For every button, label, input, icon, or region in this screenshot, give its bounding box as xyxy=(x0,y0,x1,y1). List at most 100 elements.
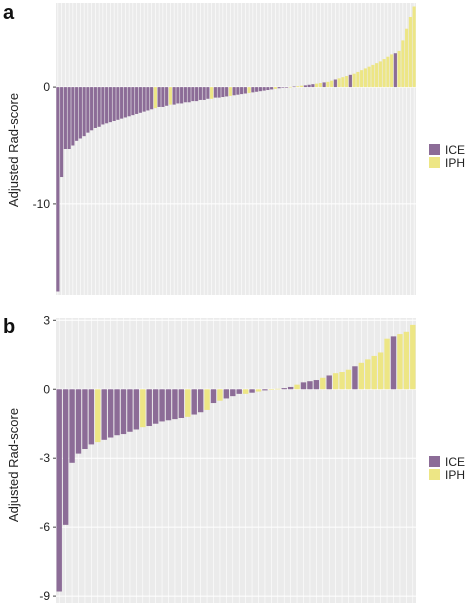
bar-iph xyxy=(371,64,375,88)
y-tick-label: -3 xyxy=(39,451,50,465)
bar-ice xyxy=(123,87,127,118)
bar-ice xyxy=(161,87,165,107)
bar-ice xyxy=(311,84,315,88)
bar-iph xyxy=(378,61,382,88)
bar-ice xyxy=(225,87,229,97)
bar-ice xyxy=(249,389,255,393)
bar-iph xyxy=(288,86,292,88)
bar-ice xyxy=(127,87,131,117)
bar-ice xyxy=(258,87,262,92)
bar-iph xyxy=(345,369,352,390)
bar-iph xyxy=(330,80,334,88)
bar-iph xyxy=(217,389,223,401)
bar-iph xyxy=(326,81,330,88)
y-ticks-b: 3 0 -3 -6 -9 xyxy=(39,313,56,603)
bar-ice xyxy=(236,87,240,95)
bar-iph xyxy=(318,83,322,88)
bar-iph xyxy=(397,50,401,88)
bar-iph xyxy=(341,77,345,88)
bar-iph xyxy=(273,87,277,89)
bar-ice xyxy=(97,87,101,127)
bar-iph xyxy=(153,87,157,109)
grid-a xyxy=(56,3,416,295)
bar-ice xyxy=(281,87,285,88)
legend-label-ice-b: ICE xyxy=(445,455,465,469)
bar-iph xyxy=(365,359,371,390)
bar-ice xyxy=(210,389,217,404)
bar-ice xyxy=(127,389,133,432)
plot-background-b xyxy=(56,318,416,603)
bar-ice xyxy=(352,366,358,390)
bar-ice xyxy=(176,87,180,104)
bar-ice xyxy=(75,389,82,454)
bar-ice xyxy=(266,87,270,91)
bar-ice xyxy=(187,87,191,103)
bar-ice xyxy=(67,87,71,149)
y-axis-title-b: Adjusted Rad-score xyxy=(6,408,21,522)
bar-ice xyxy=(180,87,184,104)
bar-ice xyxy=(206,87,210,99)
bar-ice xyxy=(300,382,307,390)
bar-ice xyxy=(142,87,146,112)
legend-swatch-ice-a xyxy=(429,144,440,155)
bar-ice xyxy=(165,389,172,421)
bar-ice xyxy=(183,87,187,103)
bar-ice xyxy=(60,87,64,178)
y-tick-label: 3 xyxy=(43,313,50,327)
bar-ice xyxy=(56,389,62,592)
bar-ice xyxy=(348,74,352,88)
bar-iph xyxy=(300,85,304,88)
bar-iph xyxy=(412,6,416,88)
legend-swatch-ice-b xyxy=(429,456,440,467)
bar-ice xyxy=(165,87,169,106)
bar-iph xyxy=(352,73,356,88)
bar-ice xyxy=(243,87,247,94)
bar-iph xyxy=(371,355,377,390)
bar-ice xyxy=(172,87,176,105)
bar-ice xyxy=(202,87,206,100)
bar-ice xyxy=(333,79,337,88)
legend-swatch-iph-b xyxy=(429,469,440,480)
bar-iph xyxy=(294,384,300,390)
bar-ice xyxy=(120,389,127,435)
bar-ice xyxy=(108,87,112,123)
bar-ice xyxy=(86,87,90,133)
bar-ice xyxy=(277,87,281,89)
bar-iph xyxy=(386,56,390,88)
panel-b: b Adjusted Rad-score 3 0 -3 -6 -9 ICE IPH xyxy=(3,313,465,603)
bar-iph xyxy=(315,83,319,88)
bar-ice xyxy=(78,87,82,139)
bar-iph xyxy=(185,389,191,417)
bar-ice xyxy=(232,87,236,96)
bar-ice xyxy=(307,84,311,88)
bar-iph xyxy=(405,28,409,88)
bar-iph xyxy=(247,87,251,93)
bar-iph xyxy=(345,76,349,88)
bar-ice xyxy=(135,87,139,114)
bar-iph xyxy=(140,389,146,428)
bar-iph xyxy=(242,389,249,394)
bar-ice xyxy=(281,388,287,390)
bar-iph xyxy=(95,389,101,443)
bar-iph xyxy=(367,66,371,88)
y-tick-label: -9 xyxy=(39,589,50,603)
bar-ice xyxy=(157,87,161,107)
bar-ice xyxy=(230,389,236,397)
bar-ice xyxy=(236,389,242,394)
bar-iph xyxy=(390,54,394,88)
bar-ice xyxy=(133,389,140,430)
bar-ice xyxy=(262,389,268,391)
panel-label-b: b xyxy=(3,316,15,338)
bar-ice xyxy=(146,389,152,427)
bar-ice xyxy=(152,389,159,424)
bar-ice xyxy=(159,389,165,422)
bar-ice xyxy=(197,389,204,413)
panel-label-a: a xyxy=(3,2,15,24)
bar-ice xyxy=(191,87,195,102)
bar-ice xyxy=(114,389,120,436)
bar-ice xyxy=(82,389,88,450)
bar-ice xyxy=(62,389,69,525)
bar-iph xyxy=(296,86,300,88)
bar-iph xyxy=(377,352,384,390)
